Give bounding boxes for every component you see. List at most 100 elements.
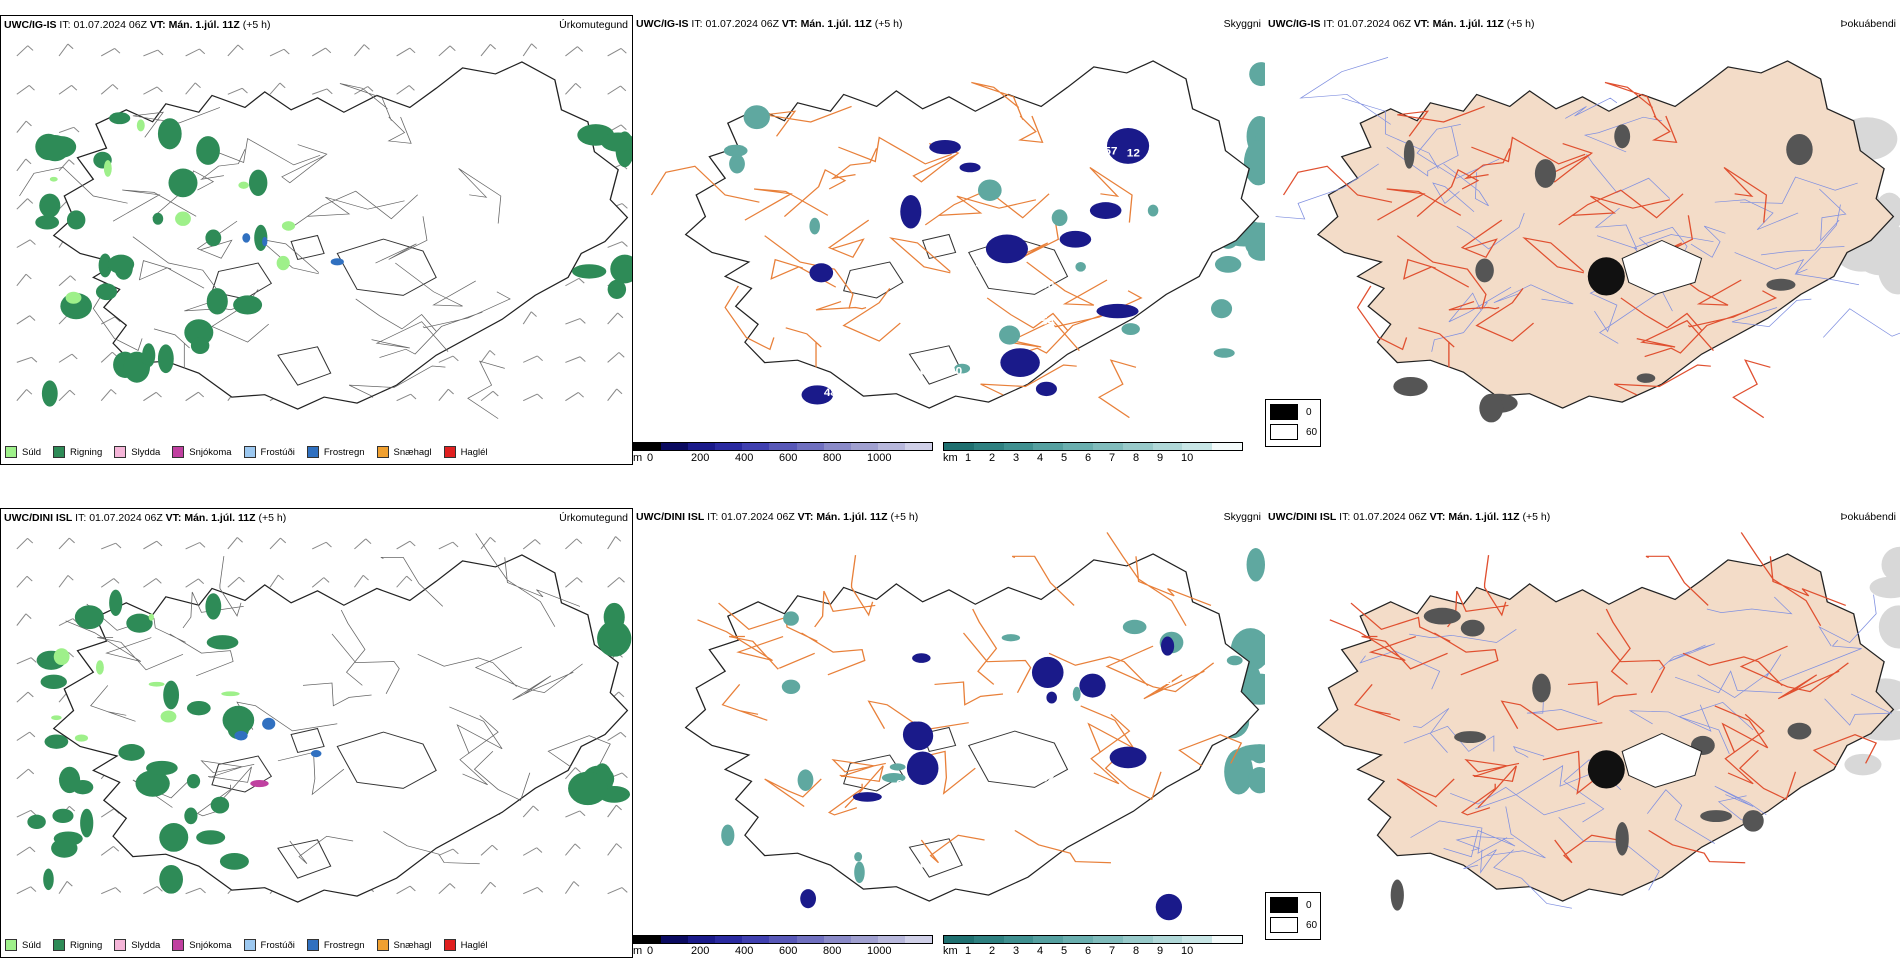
precip-legend-item: Súld bbox=[5, 939, 41, 951]
fog-swatch bbox=[1270, 917, 1298, 933]
precip-legend-item: Frostúði bbox=[243, 939, 295, 951]
visibility-tick: 1 bbox=[965, 945, 972, 957]
it-value: 01.07.2024 06Z bbox=[721, 511, 795, 523]
visibility-tick: 7 bbox=[1109, 945, 1116, 957]
legend-label: Frostregn bbox=[323, 939, 365, 951]
it-value: 01.07.2024 06Z bbox=[1337, 18, 1411, 30]
fog-swatch bbox=[1270, 897, 1298, 913]
it-value: 01.07.2024 06Z bbox=[705, 18, 779, 30]
legend-label: Súld bbox=[22, 939, 42, 951]
vt-label: VT: bbox=[149, 19, 166, 31]
cloudbase-value-label: 39 bbox=[942, 859, 955, 870]
cloudbase-tick: 200 bbox=[691, 945, 710, 957]
visibility-map: 86 72 72 71 99 62 136 34 65 39 74 41 bbox=[684, 532, 1265, 921]
legend-swatch bbox=[114, 446, 127, 458]
fog-map bbox=[1316, 532, 1900, 911]
precip-legend: Súld Rigning Slydda Snjókoma Frostúði Frostre… bbox=[5, 939, 500, 951]
cloudbase-tick: 0 bbox=[647, 945, 654, 957]
cloudbase-tick: 800 bbox=[823, 452, 842, 464]
legend-label: Snjókoma bbox=[189, 939, 232, 951]
precip-legend-item: Snjókoma bbox=[172, 939, 232, 951]
panel-header: UWC/DINI ISL IT: 01.07.2024 06Z VT: Mán.… bbox=[4, 512, 286, 524]
it-label: IT: bbox=[75, 512, 87, 524]
cloudbase-value-label: 57 bbox=[1104, 146, 1117, 157]
precip-legend-item: Frostregn bbox=[306, 446, 365, 458]
visibility-tick: 10 bbox=[1181, 452, 1194, 464]
lead-time: (+5 h) bbox=[1506, 18, 1535, 30]
precip-legend: Súld Rigning Slydda Snjókoma Frostúði Frostre… bbox=[5, 446, 500, 458]
cloudbase-value-label: 99 bbox=[896, 779, 909, 790]
fog-panel: UWC/DINI ISL IT: 01.07.2024 06Z VT: Mán.… bbox=[1265, 508, 1900, 958]
it-label: IT: bbox=[1323, 18, 1335, 30]
vt-label: VT: bbox=[165, 512, 182, 524]
model-name: UWC/IG-IS bbox=[4, 19, 57, 31]
it-label: IT: bbox=[59, 19, 71, 31]
legend-label: Rigning bbox=[70, 446, 103, 458]
panel-header: UWC/IG-IS IT: 01.07.2024 06Z VT: Mán. 1.… bbox=[1268, 18, 1534, 30]
lead-time: (+5 h) bbox=[242, 19, 271, 31]
visibility-tick: 7 bbox=[1109, 452, 1116, 464]
fog-legend-label: 0 bbox=[1306, 899, 1312, 911]
fog-legend-label: 0 bbox=[1306, 406, 1312, 418]
vt-value: Mán. 1.júl. 11Z bbox=[1448, 511, 1520, 523]
vt-label: VT: bbox=[781, 18, 798, 30]
cloudbase-value-label: 34 bbox=[1160, 677, 1174, 688]
visibility-tick: 3 bbox=[1013, 452, 1020, 464]
cloudbase-tick: 1000 bbox=[867, 452, 892, 464]
vt-value: Mán. 1.júl. 11Z bbox=[816, 511, 888, 523]
visibility-tick: 9 bbox=[1157, 945, 1164, 957]
cloudbase-value-label: 53 bbox=[1160, 184, 1173, 195]
precip-type-panel: UWC/IG-IS IT: 01.07.2024 06Z VT: Mán. 1.… bbox=[0, 15, 633, 465]
cloudbase-value-label: 62 bbox=[1041, 773, 1054, 784]
cloudbase-value-label: 40 bbox=[949, 409, 962, 420]
legend-label: Frostregn bbox=[323, 446, 365, 458]
visibility-tick: 8 bbox=[1133, 452, 1140, 464]
precip-legend-item: Snæhagl bbox=[376, 939, 432, 951]
legend-label: Haglél bbox=[460, 446, 488, 458]
precip-legend-item: Slydda bbox=[114, 446, 160, 458]
precip-legend-item: Rigning bbox=[53, 939, 102, 951]
vt-value: Mán. 1.júl. 11Z bbox=[168, 19, 240, 31]
it-value: 01.07.2024 06Z bbox=[89, 512, 163, 524]
cloudbase-value-label: 100 bbox=[942, 366, 962, 377]
cloudbase-tick: 1000 bbox=[867, 945, 892, 957]
precip-legend-item: Rigning bbox=[53, 446, 102, 458]
visibility-tick: 5 bbox=[1061, 945, 1068, 957]
model-name: UWC/DINI ISL bbox=[4, 512, 73, 524]
legend-label: Slydda bbox=[131, 939, 161, 951]
model-name: UWC/DINI ISL bbox=[1268, 511, 1337, 523]
fog-legend-label: 60 bbox=[1306, 426, 1318, 438]
cloudbase-colorbar: m 0 200 400 600 800 1000 bbox=[633, 442, 943, 465]
vt-label: VT: bbox=[1429, 511, 1446, 523]
precip-legend-item: Súld bbox=[5, 446, 41, 458]
legend-label: Rigning bbox=[70, 939, 103, 951]
visibility-unit: km bbox=[943, 452, 958, 464]
visibility-map: 57 12 107 58 45 90 85 53 60 100 73 52 40 48 38 54 bbox=[650, 60, 1265, 420]
visibility-colorbar: km 1 2 3 4 5 6 7 8 9 10 bbox=[943, 935, 1253, 958]
cloudbase-value-label: 54 bbox=[1041, 316, 1055, 327]
cloudbase-value-label: 86 bbox=[1104, 639, 1117, 650]
lead-time: (+5 h) bbox=[258, 512, 287, 524]
panel-title: Úrkomutegund bbox=[559, 512, 628, 524]
visibility-tick: 2 bbox=[989, 452, 996, 464]
cloudbase-value-label: 12 bbox=[1127, 148, 1140, 159]
legend-swatch bbox=[443, 939, 456, 951]
legend-swatch bbox=[5, 446, 17, 458]
cloudbase-value-label: 58 bbox=[975, 258, 988, 269]
vt-label: VT: bbox=[797, 511, 814, 523]
model-name: UWC/IG-IS bbox=[636, 18, 689, 30]
lead-time: (+5 h) bbox=[1522, 511, 1551, 523]
cloudbase-value-label: 52 bbox=[916, 409, 929, 420]
cloudbase-value-label: 65 bbox=[920, 859, 933, 870]
precip-type-map bbox=[16, 533, 632, 903]
visibility-tick: 5 bbox=[1061, 452, 1068, 464]
it-label: IT: bbox=[691, 18, 703, 30]
visibility-tick: 10 bbox=[1181, 945, 1194, 957]
legend-swatch bbox=[243, 939, 256, 951]
panel-header: UWC/IG-IS IT: 01.07.2024 06Z VT: Mán. 1.… bbox=[4, 19, 270, 31]
cloudbase-value-label: 136 bbox=[1035, 791, 1055, 802]
legend-label: Haglél bbox=[460, 939, 488, 951]
visibility-tick: 6 bbox=[1085, 452, 1092, 464]
visibility-colorbar: km 1 2 3 4 5 6 7 8 9 10 bbox=[943, 442, 1253, 465]
legend-swatch bbox=[443, 446, 456, 458]
